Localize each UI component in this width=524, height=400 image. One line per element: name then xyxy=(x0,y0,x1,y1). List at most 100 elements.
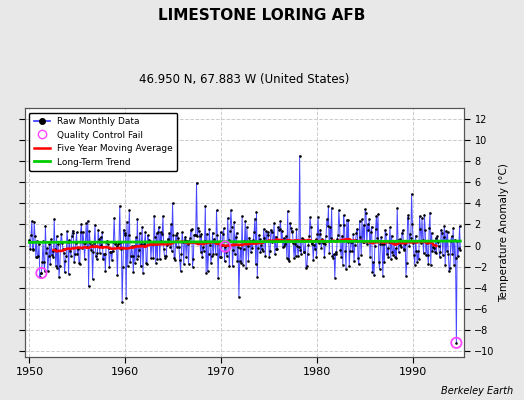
Point xyxy=(333,236,342,242)
Point xyxy=(29,247,38,254)
Point xyxy=(278,228,286,234)
Point xyxy=(428,230,436,236)
Point xyxy=(232,230,241,236)
Point xyxy=(38,258,47,265)
Point xyxy=(291,240,299,247)
Point xyxy=(147,255,155,261)
Point xyxy=(225,263,234,269)
Point xyxy=(97,242,105,248)
Point xyxy=(54,241,62,247)
Point xyxy=(321,241,330,247)
Point xyxy=(271,233,280,240)
Point xyxy=(282,255,291,261)
Point xyxy=(136,263,145,270)
Point xyxy=(376,240,385,247)
Point xyxy=(339,262,347,268)
Title: 46.950 N, 67.883 W (United States): 46.950 N, 67.883 W (United States) xyxy=(139,73,350,86)
Text: Berkeley Earth: Berkeley Earth xyxy=(441,386,514,396)
Point xyxy=(220,225,228,232)
Point xyxy=(286,220,294,226)
Point xyxy=(61,257,70,264)
Point xyxy=(366,254,374,260)
Point xyxy=(203,268,212,274)
Point xyxy=(88,242,96,248)
Point xyxy=(343,239,352,245)
Point xyxy=(78,245,86,251)
Point xyxy=(320,240,328,246)
Point xyxy=(340,212,348,218)
Point xyxy=(58,240,67,246)
Point xyxy=(332,251,341,258)
Point xyxy=(298,235,306,241)
Point xyxy=(287,225,295,232)
Point xyxy=(160,253,169,260)
Point xyxy=(432,250,441,256)
Point xyxy=(301,238,310,244)
Point xyxy=(63,228,71,234)
Point xyxy=(43,268,52,274)
Point xyxy=(304,242,313,248)
Point xyxy=(127,253,135,259)
Point xyxy=(247,238,256,244)
Point xyxy=(398,230,406,236)
Point xyxy=(402,260,411,266)
Point xyxy=(110,215,118,221)
Point xyxy=(63,238,72,245)
Point xyxy=(454,252,462,259)
Point xyxy=(352,237,360,243)
Point xyxy=(111,241,119,248)
Point xyxy=(438,229,446,236)
Point xyxy=(154,229,162,235)
Point xyxy=(194,224,202,231)
Point xyxy=(140,238,149,245)
Point xyxy=(115,240,123,246)
Point xyxy=(156,256,164,263)
Point xyxy=(224,237,233,243)
Point xyxy=(354,254,362,261)
Point xyxy=(425,225,433,231)
Point xyxy=(315,231,324,237)
Point xyxy=(280,243,289,250)
Point xyxy=(55,274,63,280)
Point xyxy=(335,207,343,214)
Point xyxy=(386,224,394,230)
Point xyxy=(320,254,329,260)
Point xyxy=(394,236,402,243)
Point xyxy=(324,203,333,210)
Point xyxy=(264,229,272,236)
Point xyxy=(446,265,454,271)
Point xyxy=(322,232,330,239)
Point xyxy=(362,210,370,216)
Point xyxy=(416,213,424,219)
Point xyxy=(159,246,168,252)
Point xyxy=(400,246,409,252)
Point xyxy=(231,251,239,258)
Point xyxy=(406,230,414,237)
Point xyxy=(350,258,358,264)
Point xyxy=(259,248,267,254)
Point xyxy=(379,273,387,279)
Point xyxy=(144,232,152,239)
Point xyxy=(77,221,85,227)
Point xyxy=(200,247,208,254)
Point xyxy=(32,238,41,244)
Point xyxy=(377,234,386,240)
Point xyxy=(219,231,227,238)
Point xyxy=(150,213,158,219)
Point xyxy=(387,256,395,262)
Point xyxy=(409,240,418,246)
Point xyxy=(209,230,217,236)
Point xyxy=(429,244,438,250)
Point xyxy=(31,233,39,240)
Point xyxy=(153,256,161,262)
Point xyxy=(57,230,66,237)
Point xyxy=(285,256,293,262)
Point xyxy=(361,206,369,212)
Point xyxy=(224,215,232,221)
Point xyxy=(316,227,325,233)
Point xyxy=(229,246,237,253)
Point xyxy=(318,236,326,242)
Point xyxy=(416,226,424,232)
Point xyxy=(181,234,190,240)
Point xyxy=(346,247,354,254)
